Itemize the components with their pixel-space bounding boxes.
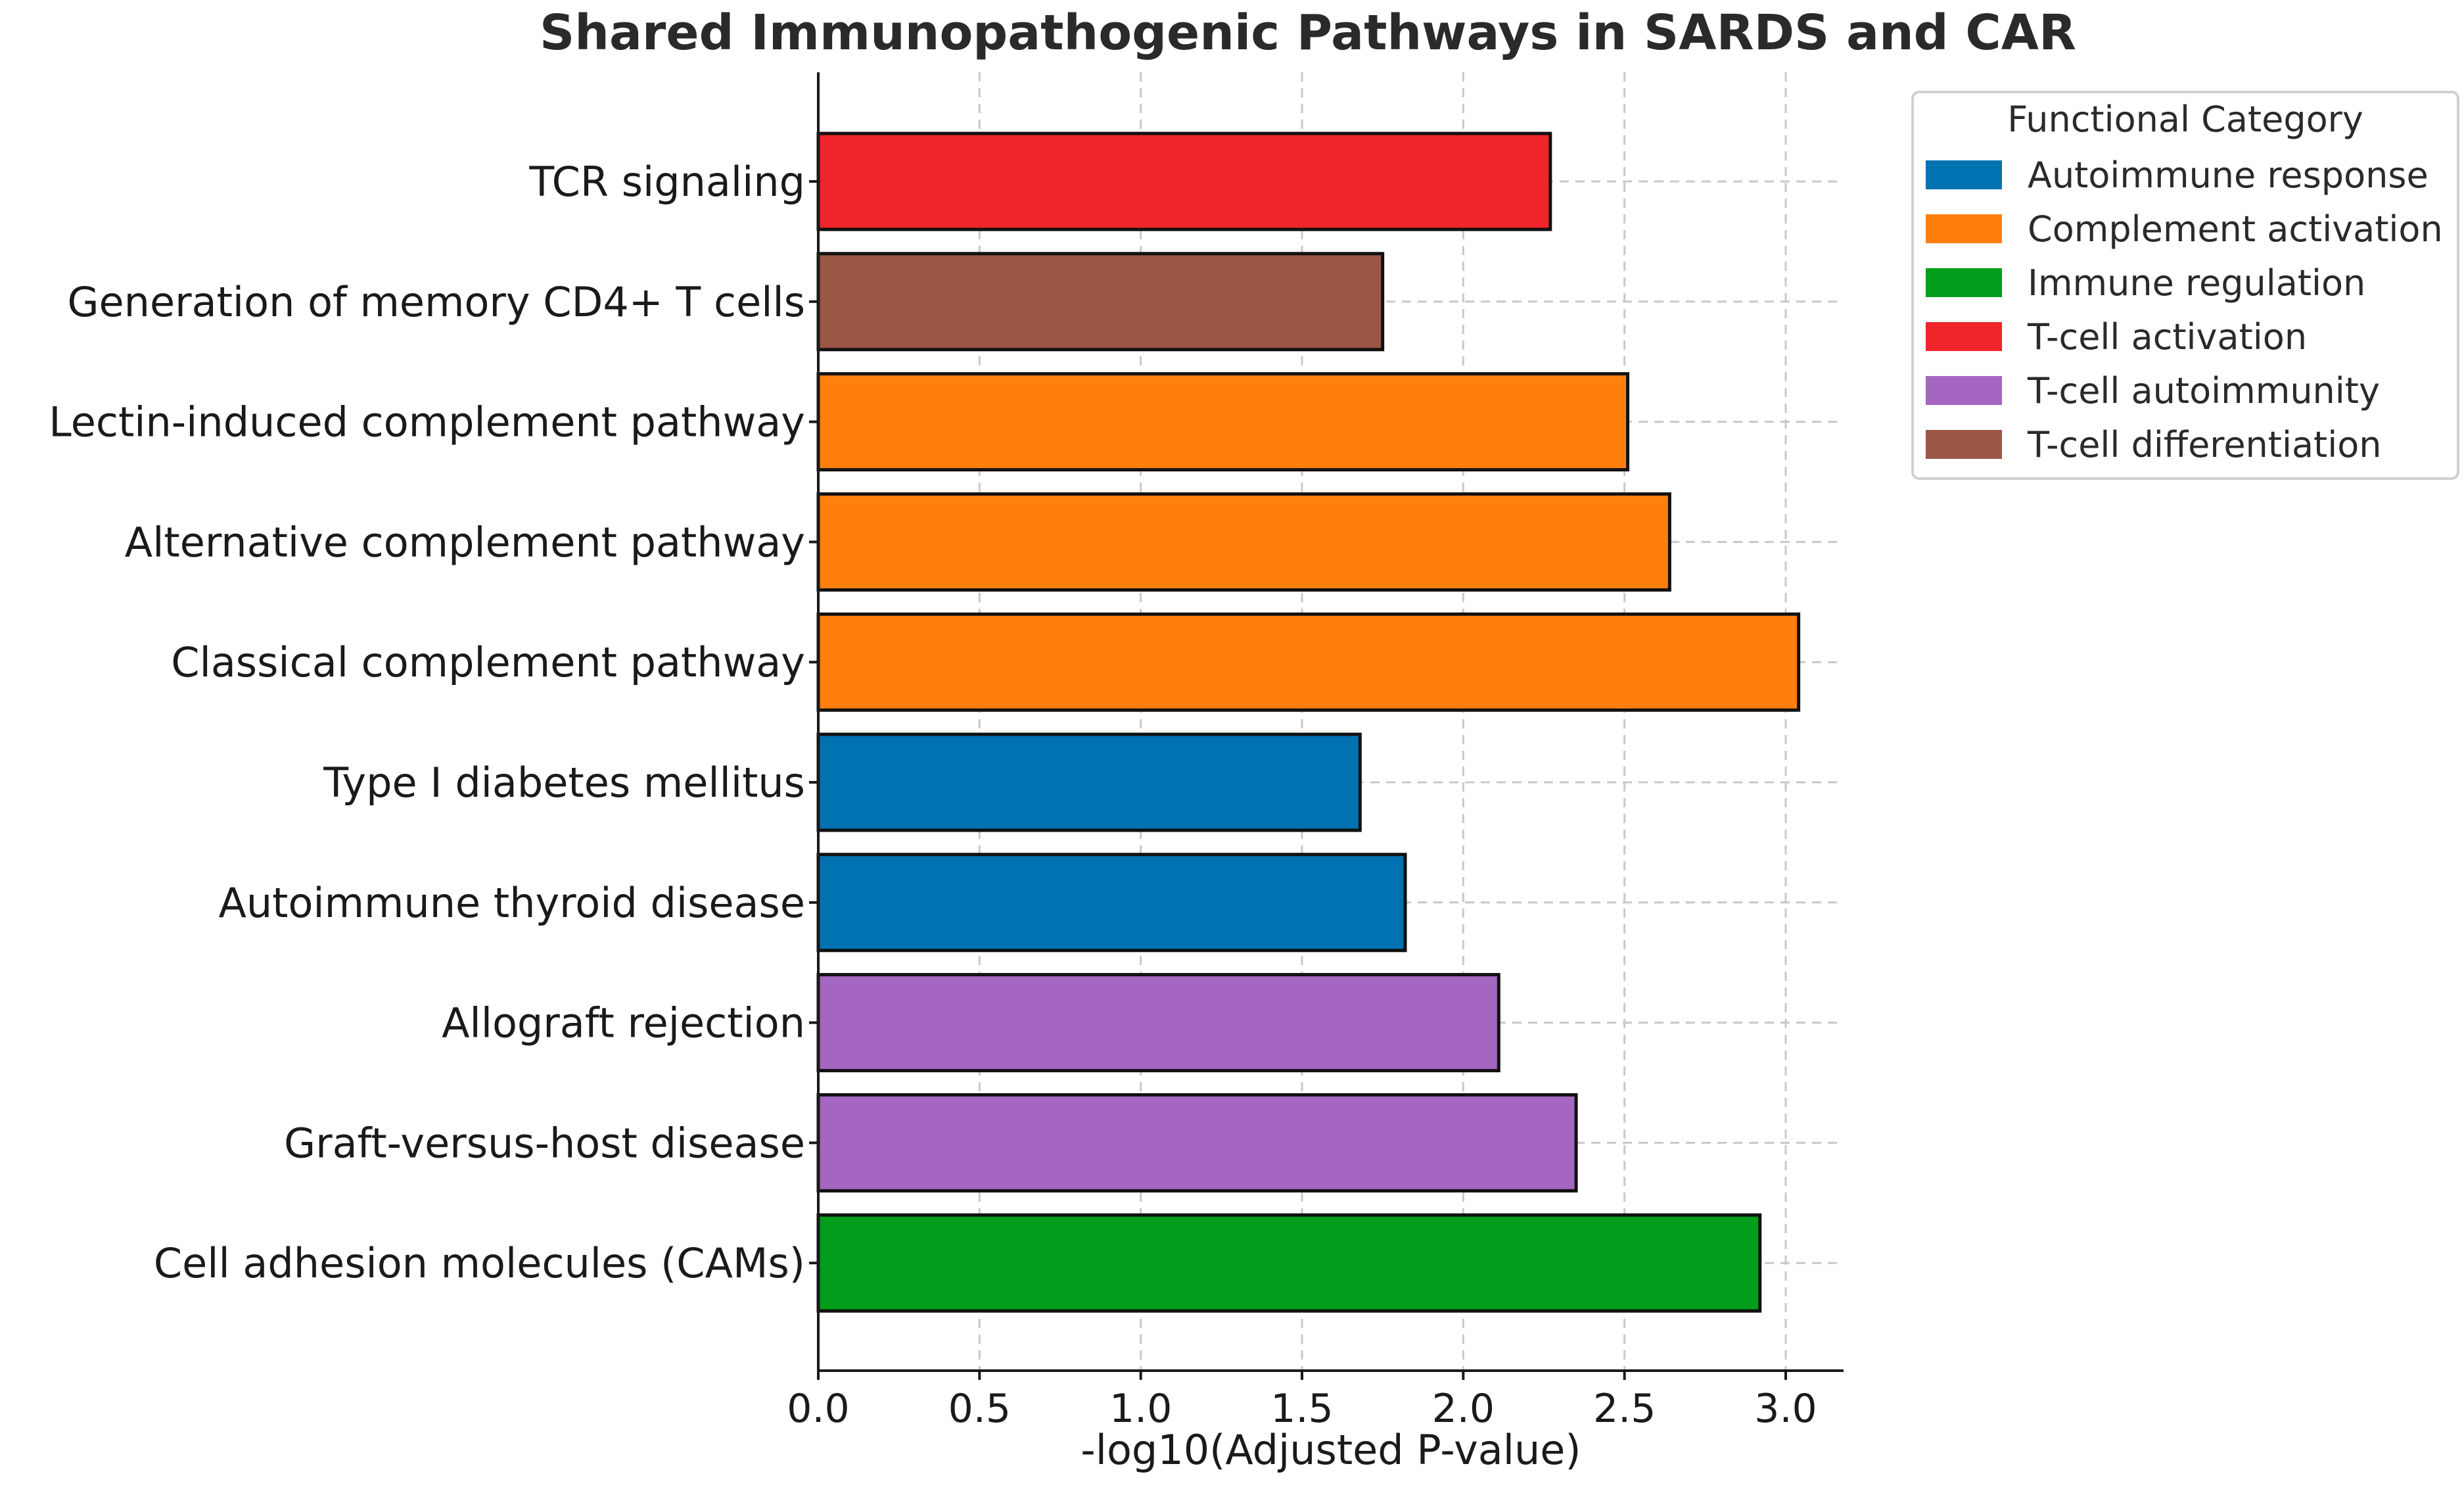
axes xyxy=(809,72,1844,1380)
y-tick-label: Type I diabetes mellitus xyxy=(323,759,805,807)
bars xyxy=(816,131,1801,1313)
bar-type-i-diabetes-mellitus xyxy=(816,732,1362,832)
bar-alternative-complement-pathway xyxy=(816,492,1671,592)
y-tick-label: Graft-versus-host disease xyxy=(284,1119,805,1167)
bar-autoimmune-thyroid-disease xyxy=(816,853,1407,953)
y-tick-label: TCR signaling xyxy=(528,158,805,206)
bar-tcr-signaling xyxy=(816,131,1552,231)
x-tick-label: 0.5 xyxy=(948,1386,1011,1432)
bar-classical-complement-pathway xyxy=(816,612,1801,712)
legend-swatch xyxy=(1926,268,2002,297)
y-tick-labels: TCR signaling Generation of memory CD4+ T… xyxy=(49,158,805,1287)
x-axis-label: -log10(Adjusted P-value) xyxy=(1081,1426,1581,1474)
y-tick-label: Allograft rejection xyxy=(442,999,805,1047)
legend-label: Immune regulation xyxy=(2028,262,2365,304)
legend-label: T-cell differentiation xyxy=(2027,424,2381,465)
legend-label: T-cell autoimmunity xyxy=(2027,370,2380,412)
y-tick-label: Cell adhesion molecules (CAMs) xyxy=(154,1239,805,1287)
legend-label: Complement activation xyxy=(2028,208,2443,250)
bar-lectin-induced-complement-pathway xyxy=(816,372,1630,472)
legend-swatch xyxy=(1926,160,2002,189)
bar-cell-adhesion-molecules-cams xyxy=(816,1213,1762,1313)
x-tick-label: 1.5 xyxy=(1270,1386,1333,1432)
x-tick-label: 1.0 xyxy=(1109,1386,1172,1432)
x-tick-label: 3.0 xyxy=(1754,1386,1817,1432)
legend-swatch xyxy=(1926,376,2002,405)
x-tick-label: 0.0 xyxy=(787,1386,849,1432)
legend-swatch xyxy=(1926,430,2002,459)
y-tick-label: Classical complement pathway xyxy=(171,638,805,686)
x-tick-label: 2.5 xyxy=(1593,1386,1656,1432)
x-tick-labels: 0.0 0.5 1.0 1.5 2.0 2.5 3.0 xyxy=(787,1386,1817,1432)
legend-title: Functional Category xyxy=(2007,99,2363,140)
bar-allograft-rejection xyxy=(816,973,1500,1073)
x-tick-label: 2.0 xyxy=(1432,1386,1495,1432)
legend-label: T-cell activation xyxy=(2027,316,2307,358)
bar-generation-of-memory-cd4-t-cells xyxy=(816,252,1385,352)
legend-swatch xyxy=(1926,322,2002,351)
y-tick-label: Generation of memory CD4+ T cells xyxy=(67,278,805,326)
legend: Functional Category Autoimmune response Co… xyxy=(1911,91,2459,480)
y-tick-label: Alternative complement pathway xyxy=(125,518,805,566)
chart-title: Shared Immunopathogenic Pathways in SARD… xyxy=(540,5,2076,61)
legend-frame xyxy=(1911,91,2459,480)
bar-graft-versus-host-disease xyxy=(816,1093,1578,1193)
y-tick-label: Lectin-induced complement pathway xyxy=(49,398,805,446)
y-tick-label: Autoimmune thyroid disease xyxy=(218,879,805,927)
legend-label: Autoimmune response xyxy=(2028,154,2429,196)
legend-swatch xyxy=(1926,214,2002,243)
